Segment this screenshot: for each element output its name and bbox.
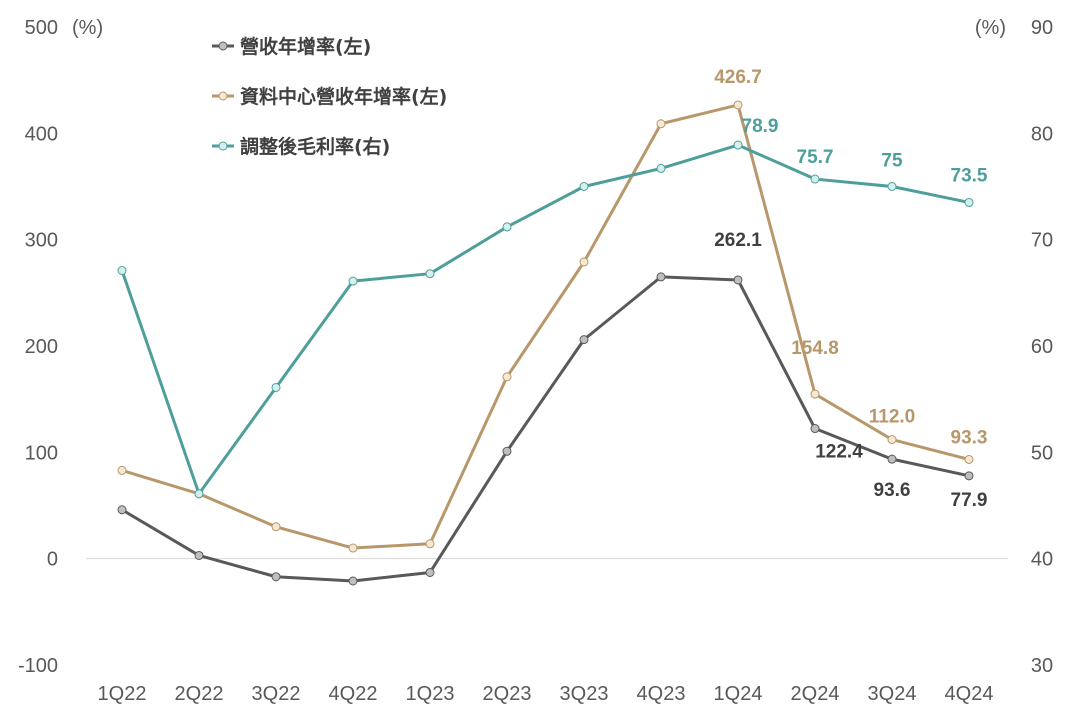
data-point <box>656 272 666 282</box>
data-point <box>964 471 974 481</box>
x-tick-label: 4Q23 <box>637 683 686 705</box>
y-left-tick-label: 400 <box>25 123 58 145</box>
data-point <box>656 119 666 129</box>
data-point <box>887 182 897 191</box>
y-right-tick-label: 50 <box>1031 442 1053 464</box>
x-tick-label: 4Q22 <box>329 683 378 705</box>
y-left-unit-label: (%) <box>72 17 103 39</box>
y-right-tick-label: 30 <box>1031 655 1053 677</box>
x-tick-label: 3Q23 <box>560 683 609 705</box>
series-lines <box>117 100 974 586</box>
y-right-unit-label: (%) <box>975 17 1006 39</box>
y-left-tick-label: 500 <box>25 17 58 39</box>
data-label: 112.0 <box>869 407 916 428</box>
x-tick-label: 3Q22 <box>252 683 301 705</box>
data-point <box>348 543 358 553</box>
data-point <box>579 257 589 267</box>
data-label: 262.1 <box>714 230 762 251</box>
data-label: 93.3 <box>951 427 988 448</box>
data-point <box>887 435 897 445</box>
data-label: 77.9 <box>951 490 988 511</box>
data-point <box>579 335 589 345</box>
data-point <box>117 266 127 276</box>
legend-entry: 調整後毛利率(右) <box>240 135 390 158</box>
x-tick-label: 4Q24 <box>945 683 994 705</box>
y-left-tick-label: 200 <box>25 336 58 358</box>
data-labels: 262.1 122.4 93.6 77.9 426.7 154.8 112.0 93.3 78.… <box>714 67 988 511</box>
data-label: 73.5 <box>951 165 988 186</box>
data-point <box>810 389 820 399</box>
data-label: 93.6 <box>874 480 911 501</box>
data-label: 154.8 <box>791 338 839 359</box>
y-right-tick-label: 90 <box>1031 17 1053 39</box>
x-tick-label: 1Q24 <box>714 683 763 705</box>
data-point <box>810 424 820 434</box>
y-left-tick-label: 300 <box>25 230 58 252</box>
data-point <box>348 276 358 286</box>
data-label: 122.4 <box>815 442 863 463</box>
x-tick-label: 1Q22 <box>98 683 147 705</box>
data-point <box>194 489 204 499</box>
series-line-0 <box>121 275 970 583</box>
y-right-tick-label: 40 <box>1031 549 1053 571</box>
data-point <box>271 382 281 392</box>
data-point <box>425 567 435 577</box>
x-tick-label: 2Q23 <box>483 683 532 705</box>
data-label: 75.7 <box>797 147 834 168</box>
y-left-tick-label: 0 <box>47 549 58 571</box>
data-point <box>502 372 512 382</box>
x-tick-label: 1Q23 <box>406 683 455 705</box>
legend-entry: 營收年增率(左) <box>240 35 371 58</box>
data-point <box>656 163 666 173</box>
data-point <box>502 446 512 456</box>
x-tick-label: 2Q22 <box>175 683 224 705</box>
data-point <box>502 222 512 232</box>
data-point <box>271 522 281 532</box>
axes: -100 0 100 200 300 400 500 (%) 30 40 50 60 70 80 90 (%)… <box>18 17 1053 705</box>
legend-entry: 資料中心營收年增率(左) <box>240 85 447 108</box>
y-right-tick-label: 70 <box>1031 230 1053 252</box>
data-point <box>579 182 589 191</box>
y-left-tick-label: 100 <box>25 442 58 464</box>
legend-swatch-marker <box>218 141 228 151</box>
data-point <box>964 454 974 464</box>
legend-swatch-marker <box>218 91 228 101</box>
data-point <box>117 505 127 515</box>
data-point <box>425 269 435 279</box>
data-point <box>271 572 281 582</box>
data-point <box>194 550 204 560</box>
data-point <box>733 275 743 285</box>
data-point <box>964 197 974 207</box>
series-line-1 <box>121 103 970 550</box>
y-left-tick-label: -100 <box>18 655 58 677</box>
data-point <box>348 576 358 586</box>
legend: 營收年增率(左) 資料中心營收年增率(左) 調整後毛利率(右) <box>212 35 447 158</box>
series-line-2 <box>120 143 970 496</box>
y-right-tick-label: 80 <box>1031 123 1053 145</box>
x-tick-label: 2Q24 <box>791 683 840 705</box>
x-tick-label: 3Q24 <box>868 683 917 705</box>
legend-swatch-marker <box>218 41 228 51</box>
data-point <box>733 140 743 150</box>
data-label: 426.7 <box>714 67 762 88</box>
data-point <box>887 454 897 464</box>
data-point <box>117 465 127 475</box>
data-point <box>425 539 435 549</box>
data-point <box>733 100 743 110</box>
data-label: 78.9 <box>742 116 779 137</box>
y-right-tick-label: 60 <box>1031 336 1053 358</box>
data-label: 75 <box>881 151 903 172</box>
data-point <box>810 174 820 184</box>
